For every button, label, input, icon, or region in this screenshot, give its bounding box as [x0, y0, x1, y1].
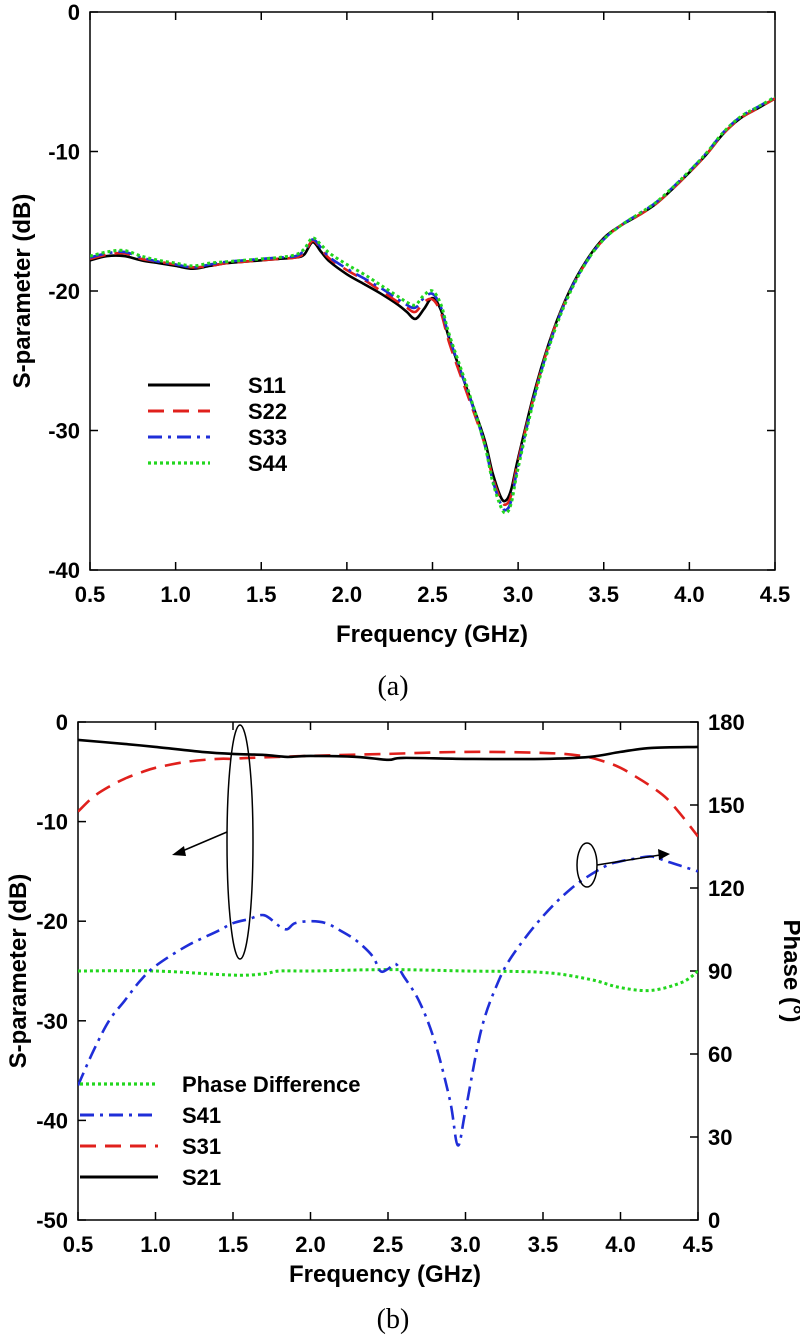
x-axis-title-a: Frequency (GHz) — [336, 621, 528, 648]
x-tick-labels-b: 0.5 1.0 1.5 2.0 2.5 3.0 3.5 4.0 4.5 — [63, 1232, 714, 1257]
legend-label: S21 — [182, 1165, 221, 1190]
x-tick-label: 0.5 — [63, 1232, 94, 1257]
y-tick-label: -50 — [36, 1208, 68, 1233]
x-tick-label: 1.0 — [140, 1232, 171, 1257]
y-tick-label: -10 — [48, 140, 80, 165]
y-axis-title-b: S-parameter (dB) — [5, 874, 32, 1069]
chart-a: 0.5 1.0 1.5 2.0 2.5 3.0 3.5 4.0 4.5 0 -10 -20 -30 -4… — [9, 0, 790, 702]
y2-tick-label: 0 — [708, 1208, 720, 1233]
caption-b: (b) — [377, 1304, 410, 1335]
chart-b: 0.5 1.0 1.5 2.0 2.5 3.0 3.5 4.0 4.5 0 -10 -20 -30 -4… — [5, 710, 800, 1335]
left-axis-arrow — [179, 831, 228, 853]
x-tick-label: 4.5 — [683, 1232, 714, 1257]
y-tick-label: -20 — [36, 909, 68, 934]
y-tick-label: -40 — [36, 1108, 68, 1133]
series-line-s21 — [78, 738, 698, 762]
series-line-s44 — [90, 95, 775, 515]
x-tick-label: 3.5 — [528, 1232, 559, 1257]
y2-axis-title-b: Phase (°) — [778, 920, 800, 1023]
right-axis-group-ellipse — [576, 842, 598, 888]
series-line-s33 — [90, 95, 775, 512]
y2-tick-label: 180 — [708, 710, 745, 735]
plot-frame-b — [77, 721, 699, 1221]
x-tick-label: 0.5 — [75, 582, 106, 607]
left-axis-group-ellipse — [226, 724, 254, 960]
legend-label: S22 — [248, 399, 287, 424]
x-tick-label: 4.5 — [760, 582, 791, 607]
x-tick-label: 2.0 — [332, 582, 363, 607]
y2-tick-label: 150 — [708, 793, 745, 818]
legend-label: Phase Difference — [182, 1072, 361, 1097]
y2-tick-label: 60 — [708, 1042, 732, 1067]
x-tick-label: 4.0 — [674, 582, 705, 607]
x-tick-label: 2.5 — [417, 582, 448, 607]
left-axis-arrowhead — [172, 846, 186, 856]
x-tick-label: 3.0 — [450, 1232, 481, 1257]
tick-marks-b — [77, 721, 699, 1221]
y-tick-labels-b: 0 -10 -20 -30 -40 -50 — [36, 710, 68, 1233]
y-tick-labels-a: 0 -10 -20 -30 -40 — [48, 0, 80, 583]
x-axis-title-b: Frequency (GHz) — [289, 1261, 481, 1288]
y-tick-label: 0 — [56, 710, 68, 735]
series-line-s31 — [78, 750, 698, 838]
series-line-s41 — [78, 855, 698, 1147]
series-line-s22 — [90, 97, 775, 507]
legend-label: S33 — [248, 425, 287, 450]
legend-label: S41 — [182, 1103, 221, 1128]
legend-b: Phase Difference S41 S31 S21 — [80, 1072, 361, 1190]
y-tick-label: -40 — [48, 558, 80, 583]
annotations-b — [172, 724, 670, 960]
y-tick-label: -10 — [36, 810, 68, 835]
y-tick-label: 0 — [68, 0, 80, 25]
legend-label: S31 — [182, 1134, 221, 1159]
right-axis-arrow — [596, 854, 661, 866]
y-tick-label: -30 — [36, 1009, 68, 1034]
legend-label: S44 — [248, 451, 288, 476]
x-tick-label: 1.5 — [218, 1232, 249, 1257]
x-tick-label: 3.0 — [503, 582, 534, 607]
y2-tick-label: 90 — [708, 959, 732, 984]
x-tick-label: 2.0 — [295, 1232, 326, 1257]
x-tick-label: 1.0 — [160, 582, 191, 607]
series-group-a — [90, 95, 775, 515]
x-tick-label: 1.5 — [246, 582, 277, 607]
y2-tick-labels-b: 180 150 120 90 60 30 0 — [708, 710, 745, 1233]
series-group-b — [78, 738, 698, 1147]
right-axis-arrowhead — [658, 849, 670, 860]
y2-tick-label: 120 — [708, 876, 745, 901]
series-line-phase-difference — [78, 968, 698, 993]
x-tick-label: 4.0 — [605, 1232, 636, 1257]
legend-label: S11 — [248, 373, 286, 398]
y-tick-label: -30 — [48, 419, 80, 444]
caption-a: (a) — [377, 671, 408, 702]
tick-marks-a — [89, 11, 776, 571]
y2-tick-label: 30 — [708, 1125, 732, 1150]
y-tick-label: -20 — [48, 279, 80, 304]
x-tick-labels-a: 0.5 1.0 1.5 2.0 2.5 3.0 3.5 4.0 4.5 — [75, 582, 791, 607]
x-tick-label: 3.5 — [588, 582, 619, 607]
y-axis-title-a: S-parameter (dB) — [9, 194, 36, 389]
x-tick-label: 2.5 — [373, 1232, 404, 1257]
